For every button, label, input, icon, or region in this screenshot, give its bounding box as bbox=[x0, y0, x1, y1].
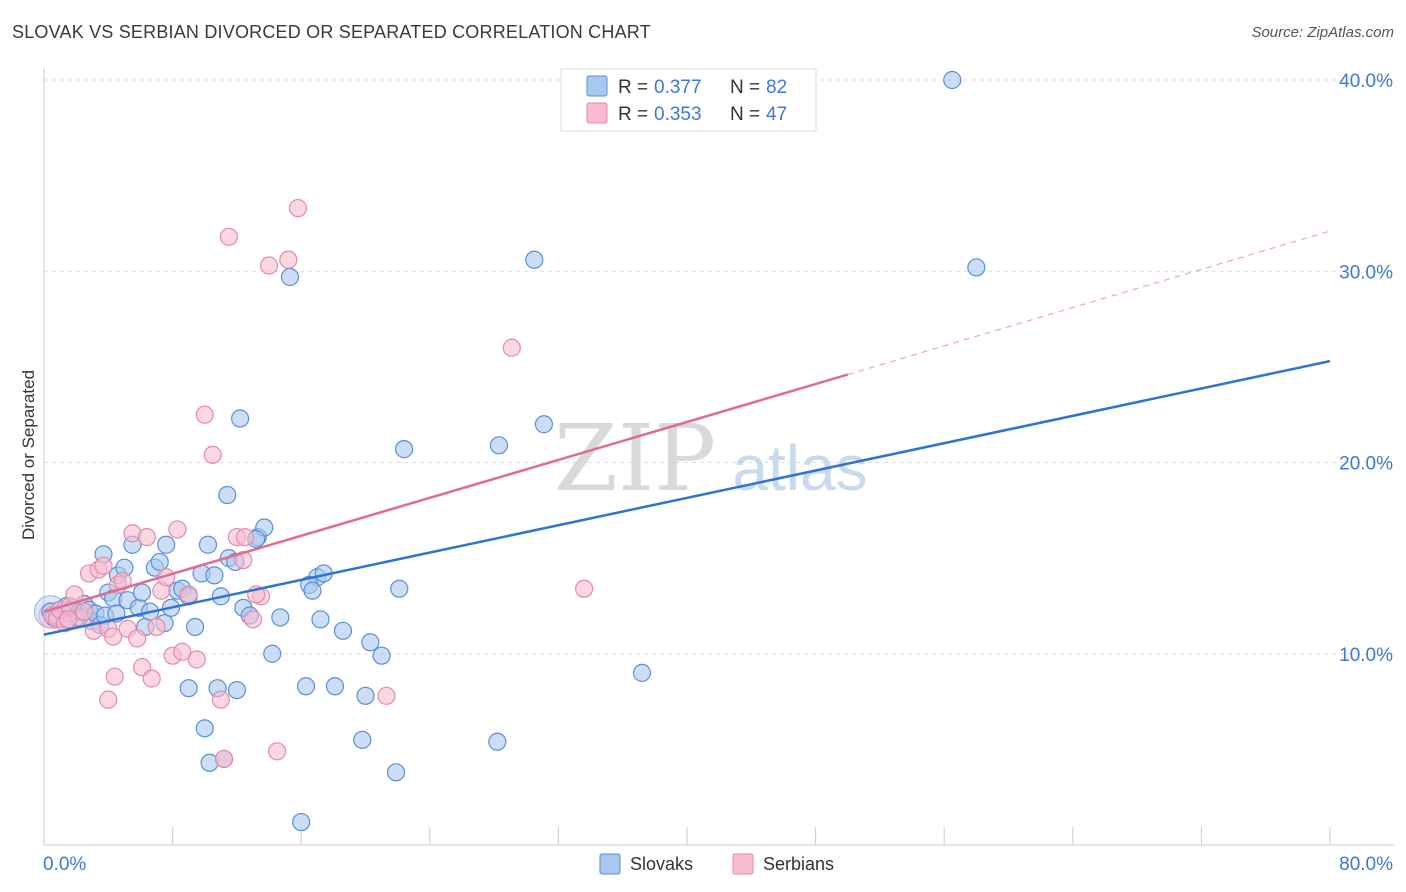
slovak-point-67 bbox=[534, 415, 554, 434]
serbian-point-41 bbox=[267, 742, 287, 761]
serbian-point-36 bbox=[243, 610, 263, 629]
y-tick-label-1: 20.0% bbox=[1339, 454, 1393, 475]
slovak-point-72 bbox=[303, 581, 322, 600]
serbian-point-extra-1 bbox=[502, 338, 521, 357]
legend-n-value-1: 82 bbox=[766, 77, 787, 98]
slovak-point-48 bbox=[195, 719, 214, 738]
legend-bottom-swatch-serbians bbox=[732, 853, 754, 875]
legend-swatch-slovaks bbox=[586, 75, 608, 97]
serbian-point-38 bbox=[259, 256, 279, 275]
slovak-point-81 bbox=[292, 812, 311, 832]
serbian-point-32 bbox=[211, 690, 230, 709]
chart-title: SLOVAK VS SERBIAN DIVORCED OR SEPARATED … bbox=[12, 22, 651, 42]
serbian-trend-extension bbox=[847, 230, 1331, 376]
legend-n-label-1: N = bbox=[730, 77, 760, 98]
watermark: ZIP atlas bbox=[554, 405, 868, 512]
legend-n-label-2: N = bbox=[730, 104, 760, 125]
slovak-point-51 bbox=[231, 409, 250, 428]
legend-bottom-swatch-slovaks bbox=[599, 853, 621, 875]
slovak-point-68 bbox=[632, 663, 652, 682]
legend-r-label-1: R = bbox=[618, 77, 648, 98]
serbian-point-extra-2 bbox=[234, 550, 253, 570]
legend-bottom-slovaks: Slovaks bbox=[630, 854, 693, 874]
slovak-point-66 bbox=[489, 436, 509, 455]
serbian-point-46 bbox=[575, 579, 594, 598]
serbian-point-31 bbox=[203, 445, 222, 464]
axes bbox=[43, 68, 1395, 846]
watermark-atlas: atlas bbox=[732, 432, 867, 504]
legend-r-label-2: R = bbox=[618, 104, 648, 125]
x-tick-label-1: 80.0% bbox=[1339, 854, 1393, 875]
serbian-point-40 bbox=[288, 199, 308, 218]
y-tick-label-3: 40.0% bbox=[1339, 71, 1393, 92]
serbian-trend-line bbox=[43, 373, 849, 613]
serbian-point-7 bbox=[75, 602, 94, 621]
slovak-point-45 bbox=[271, 608, 290, 627]
slovak-point-65 bbox=[488, 732, 507, 751]
slovak-point-70 bbox=[967, 258, 986, 277]
serbian-point-45 bbox=[59, 610, 78, 629]
serbian-point-35 bbox=[235, 527, 255, 547]
slovak-point-78 bbox=[296, 677, 316, 696]
legend-top: R = 0.377 N = 82 R = 0.353 N = 47 bbox=[560, 68, 817, 132]
slovak-point-36 bbox=[205, 566, 224, 585]
serbian-point-29 bbox=[187, 650, 206, 669]
slovak-point-49 bbox=[218, 485, 237, 505]
serbian-point-extra-3 bbox=[99, 690, 118, 709]
slovak-point-60 bbox=[361, 633, 380, 652]
x-tick-label-0: 0.0% bbox=[43, 854, 86, 875]
y-tick-label-0: 10.0% bbox=[1339, 645, 1393, 666]
tick-labels: 10.0% 20.0% 30.0% 40.0% 0.0% 80.0% bbox=[43, 71, 1393, 875]
slovak-point-62 bbox=[386, 763, 406, 782]
legend-r-value-2: 0.353 bbox=[654, 104, 702, 125]
y-axis-label: Divorced or Separated bbox=[19, 370, 38, 540]
slovak-point-57 bbox=[280, 267, 300, 287]
slovak-point-79 bbox=[325, 677, 345, 696]
slovak-point-69 bbox=[943, 70, 962, 90]
serbian-point-18 bbox=[128, 629, 147, 648]
slovak-point-75 bbox=[157, 535, 176, 554]
serbian-point-extra-0 bbox=[377, 686, 396, 705]
slovak-point-35 bbox=[198, 535, 218, 554]
legend-r-value-1: 0.377 bbox=[654, 77, 702, 98]
slovak-point-71 bbox=[525, 250, 544, 269]
serbian-point-42 bbox=[214, 749, 234, 769]
data-points bbox=[33, 70, 986, 832]
slovak-point-80 bbox=[356, 686, 375, 705]
serbian-point-22 bbox=[147, 617, 166, 637]
source-label: Source: ZipAtlas.com bbox=[1251, 24, 1394, 41]
legend-swatch-serbians bbox=[586, 102, 608, 124]
legend-bottom: Slovaks Serbians bbox=[599, 853, 834, 875]
slovak-point-64 bbox=[394, 440, 414, 459]
serbian-point-44 bbox=[105, 667, 124, 686]
serbian-point-13 bbox=[104, 627, 123, 646]
legend-n-value-2: 47 bbox=[766, 104, 787, 125]
serbian-point-39 bbox=[279, 250, 298, 269]
serbian-point-11 bbox=[94, 556, 113, 575]
serbian-point-26 bbox=[168, 520, 187, 539]
watermark-zip: ZIP bbox=[554, 405, 716, 512]
trend-lines bbox=[43, 230, 1331, 636]
slovak-point-23 bbox=[132, 583, 152, 602]
slovak-point-44 bbox=[263, 644, 282, 663]
slovak-point-59 bbox=[353, 730, 372, 749]
serbian-point-30 bbox=[195, 405, 214, 424]
serbian-point-27 bbox=[173, 642, 192, 661]
serbian-point-20 bbox=[137, 527, 156, 547]
slovak-point-53 bbox=[179, 679, 198, 698]
slovak-point-50 bbox=[227, 680, 246, 700]
serbian-point-28 bbox=[179, 585, 198, 604]
serbian-point-33 bbox=[219, 227, 238, 246]
slovak-trend-line bbox=[43, 359, 1331, 636]
slovak-point-63 bbox=[390, 579, 409, 598]
slovak-point-33 bbox=[186, 617, 205, 637]
slovak-point-61 bbox=[372, 646, 391, 665]
legend-bottom-serbians: Serbians bbox=[763, 854, 834, 874]
slovak-point-58 bbox=[333, 621, 353, 640]
slovak-point-74 bbox=[311, 610, 330, 629]
y-tick-label-2: 30.0% bbox=[1339, 262, 1393, 283]
slovak-point-27 bbox=[150, 552, 169, 572]
serbian-point-21 bbox=[142, 669, 161, 688]
